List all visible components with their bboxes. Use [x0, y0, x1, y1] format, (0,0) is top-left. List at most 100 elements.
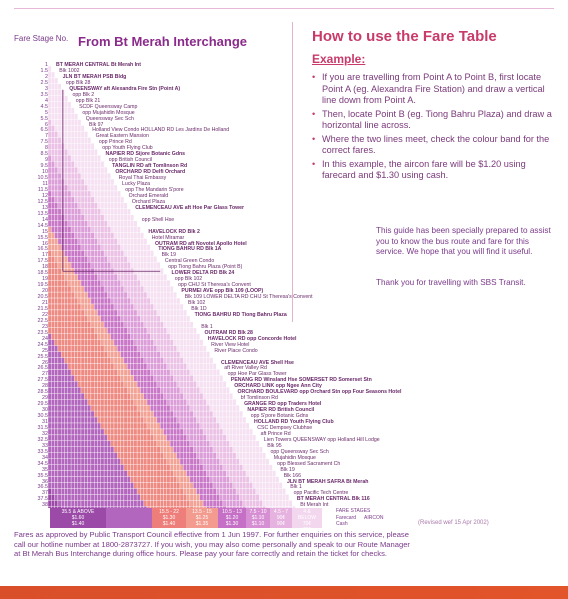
- fare-cell: [189, 416, 194, 424]
- fare-cell: [70, 482, 75, 489]
- fare-cell: [206, 506, 210, 508]
- fare-cell: [133, 482, 138, 489]
- fare-cell: [110, 357, 115, 364]
- fare-cell: [176, 363, 181, 370]
- fare-cell: [57, 113, 62, 120]
- fare-cell: [130, 363, 134, 370]
- fare-cell: [117, 339, 121, 346]
- fare-cell: [54, 488, 59, 495]
- fare-cell: [222, 506, 227, 508]
- fare-cell: [166, 285, 171, 293]
- fare-cell: [48, 71, 52, 79]
- fare-cell: [189, 357, 194, 364]
- fare-cell: [199, 375, 204, 382]
- fare-cell: [51, 327, 55, 334]
- fare-cell: [74, 137, 78, 144]
- fare-cell: [94, 149, 98, 156]
- bus-stop-name: Blk 102: [188, 300, 206, 306]
- fare-cell: [90, 422, 95, 430]
- fare-cell: [189, 476, 194, 483]
- fare-cell: [249, 464, 253, 471]
- column-divider: [292, 22, 293, 322]
- fare-cell: [199, 446, 204, 453]
- fare-cell: [163, 393, 167, 400]
- fare-cell: [163, 285, 167, 293]
- fare-cell: [239, 458, 243, 465]
- fare-cell: [107, 399, 111, 406]
- fare-cell: [51, 333, 55, 340]
- fare-cell: [110, 488, 115, 495]
- fare-cell: [67, 404, 72, 412]
- fare-stage-number: 32: [42, 430, 48, 437]
- fare-cell: [61, 309, 65, 317]
- fare-cell: [74, 232, 78, 239]
- fare-cell: [51, 297, 55, 305]
- fare-cell: [272, 500, 276, 507]
- fare-cell: [57, 393, 62, 400]
- fare-cell: [140, 434, 144, 442]
- fare-cell: [84, 446, 88, 453]
- fare-cell: [209, 500, 214, 507]
- fare-cell: [143, 351, 148, 358]
- fare-cell: [216, 482, 220, 489]
- fare-cell: [103, 226, 108, 233]
- fare-cell: [219, 500, 224, 507]
- fare-cell: [103, 381, 108, 388]
- fare-cell: [140, 387, 144, 394]
- fare-cell: [186, 428, 191, 436]
- fare-cell: [67, 500, 72, 507]
- fare-cell: [113, 315, 118, 323]
- fare-cell: [57, 202, 62, 209]
- fare-cell: [199, 381, 204, 388]
- fare-cell: [232, 416, 237, 424]
- fare-cell: [51, 184, 55, 192]
- fare-cell: [212, 428, 217, 436]
- fare-cell: [87, 274, 92, 281]
- fare-cell: [84, 250, 88, 257]
- fare-cell: [67, 274, 72, 281]
- fare-cell: [143, 309, 148, 317]
- fare-cell: [77, 226, 82, 233]
- fare-cell: [235, 494, 240, 501]
- fare-cell: [64, 410, 68, 418]
- fare-cell: [57, 488, 62, 495]
- fare-cell: [120, 404, 125, 412]
- fare-cell: [140, 440, 144, 447]
- bus-stop-name: River Place Condo: [214, 347, 258, 354]
- fare-cell: [87, 315, 92, 323]
- fare-cell: [127, 440, 131, 447]
- legend-text: $1.10: [251, 521, 265, 527]
- fare-cell: [90, 363, 95, 370]
- fare-cell: [61, 500, 65, 507]
- fare-cell: [136, 321, 141, 328]
- bus-stop-name: OUTRAM RD aft Novotel Apollo Hotel: [155, 240, 247, 247]
- fare-cell: [150, 464, 154, 471]
- fare-cell: [146, 434, 151, 442]
- fare-cell: [169, 339, 174, 346]
- fare-cell: [67, 351, 72, 358]
- fare-cell: [77, 494, 82, 501]
- fare-cell: [61, 369, 65, 376]
- fare-cell: [143, 393, 148, 400]
- fare-cell: [219, 375, 224, 382]
- fare-cell: [183, 399, 187, 406]
- fare-cell: [183, 428, 187, 436]
- fare-cell: [206, 500, 210, 507]
- fare-cell: [153, 333, 158, 340]
- fare-cell: [103, 285, 108, 293]
- fare-cell: [67, 220, 72, 227]
- fare-cell: [54, 381, 59, 388]
- fare-cell: [268, 464, 273, 471]
- fare-cell: [51, 381, 55, 388]
- fare-cell: [94, 172, 98, 180]
- fare-cell: [193, 482, 197, 489]
- fare-cell: [87, 220, 92, 227]
- fare-cell: [54, 77, 59, 85]
- fare-cell: [74, 280, 78, 287]
- fare-cell: [54, 244, 59, 251]
- fare-cell: [67, 482, 72, 489]
- fare-cell: [130, 375, 134, 382]
- fare-cell: [113, 470, 118, 477]
- fare-cell: [196, 375, 200, 382]
- fare-cell: [110, 196, 115, 204]
